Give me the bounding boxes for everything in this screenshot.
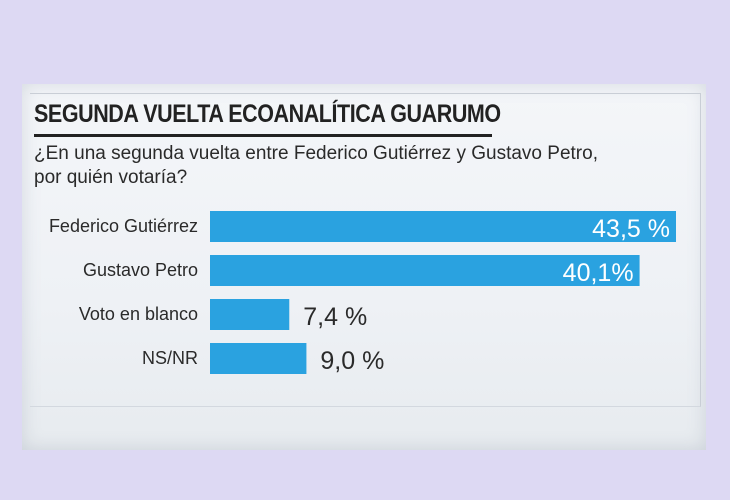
- category-label-ns-nr: NS/NR: [142, 348, 198, 368]
- question-line-1: ¿En una segunda vuelta entre Federico Gu…: [34, 143, 598, 164]
- value-label-gustavo-petro: 40,1%: [563, 259, 634, 287]
- chart-title: SEGUNDA VUELTA ECOANALÍTICA GUARUMO: [34, 100, 501, 128]
- category-label-gustavo-petro: Gustavo Petro: [83, 260, 198, 280]
- bar-federico-gutierrez: [210, 211, 676, 242]
- category-label-federico-gutierrez: Federico Gutiérrez: [49, 216, 198, 236]
- value-label-federico-gutierrez: 43,5 %: [592, 215, 670, 243]
- survey-question: ¿En una segunda vuelta entre Federico Gu…: [34, 142, 674, 190]
- bar-voto-en-blanco: [210, 299, 290, 330]
- bar-ns-nr: [210, 343, 307, 374]
- value-label-ns-nr: 9,0 %: [320, 347, 384, 375]
- category-label-voto-en-blanco: Voto en blanco: [79, 304, 198, 324]
- panel-frame: [30, 93, 701, 407]
- bar-gustavo-petro: [210, 255, 640, 286]
- question-line-2: por quién votaría?: [34, 167, 188, 188]
- bar-chart: Federico Gutiérrez 43,5 % Gustavo Petro 40,…: [49, 211, 676, 375]
- value-label-voto-en-blanco: 7,4 %: [303, 303, 367, 331]
- title-underline: [34, 134, 492, 137]
- tv-screen: SEGUNDA VUELTA ECOANALÍTICA GUARUMO ¿En …: [22, 84, 706, 450]
